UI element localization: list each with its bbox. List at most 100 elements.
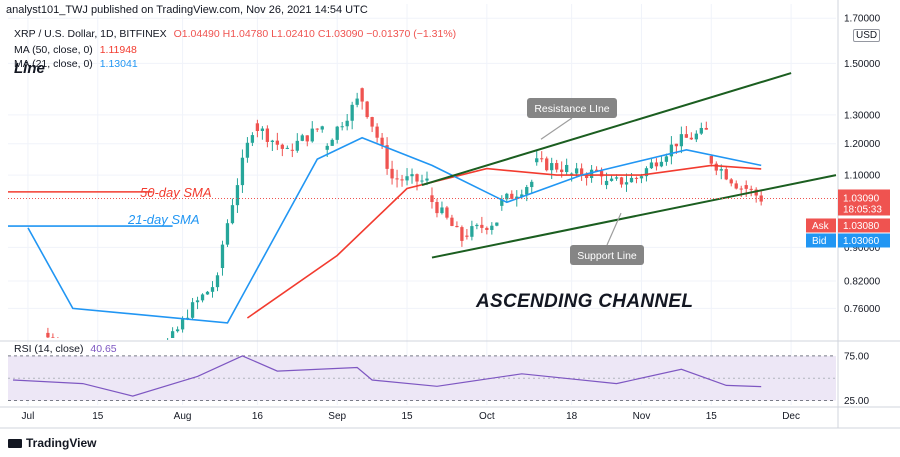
candle-body bbox=[205, 291, 210, 295]
price-tick-label: 1.30000 bbox=[844, 110, 881, 121]
candle-body bbox=[200, 294, 205, 301]
candle-body bbox=[280, 144, 284, 149]
candle-body bbox=[225, 223, 230, 245]
candle-body bbox=[180, 319, 185, 330]
candle-body bbox=[51, 337, 55, 338]
candle-body bbox=[530, 181, 534, 188]
candle-body bbox=[190, 302, 195, 318]
candle-body bbox=[46, 332, 50, 338]
support-box bbox=[570, 245, 644, 265]
candle-body bbox=[460, 227, 464, 241]
candle-body bbox=[420, 180, 424, 182]
candle-body bbox=[525, 187, 529, 195]
candle-body bbox=[739, 188, 743, 190]
price-tick-label: 1.10000 bbox=[844, 171, 881, 182]
candle-body bbox=[330, 139, 334, 146]
candle-body bbox=[545, 158, 549, 171]
ma21-line bbox=[27, 136, 762, 324]
candle-body bbox=[729, 179, 733, 184]
time-tick-label: 15 bbox=[706, 411, 718, 422]
currency-label[interactable]: USD bbox=[853, 29, 881, 42]
candle-body bbox=[325, 145, 329, 150]
candle-body bbox=[425, 178, 429, 181]
candle-body bbox=[510, 193, 514, 199]
candle-body bbox=[560, 169, 564, 173]
candle-body bbox=[565, 164, 569, 173]
bid-label: Bid bbox=[812, 236, 826, 247]
candle-body bbox=[395, 178, 399, 180]
publish-header: analyst101_TWJ published on TradingView.… bbox=[6, 4, 368, 16]
candle-body bbox=[355, 98, 359, 105]
bar-countdown: 18:05:33 bbox=[843, 204, 882, 215]
candle-body bbox=[500, 199, 504, 206]
rsi-legend: RSI (14, close) 40.65 bbox=[14, 343, 117, 355]
candle-body bbox=[410, 174, 414, 177]
candle-body bbox=[465, 235, 469, 237]
time-tick-label: 18 bbox=[566, 411, 578, 422]
candle-body bbox=[604, 180, 609, 186]
tradingview-brand: TradingView bbox=[26, 436, 97, 450]
candle-body bbox=[550, 163, 554, 171]
candle-body bbox=[535, 158, 539, 163]
ma21-value: 1.13041 bbox=[99, 58, 138, 70]
rsi-panel bbox=[8, 355, 836, 402]
candle-body bbox=[240, 157, 245, 186]
ma21-legend: MA (21, close, 0) 1.13041 bbox=[14, 58, 138, 70]
candle-body bbox=[714, 163, 718, 171]
candle-body bbox=[734, 183, 738, 189]
price-tick-label: 0.76000 bbox=[844, 304, 881, 315]
rsi-label: RSI (14, close) bbox=[14, 343, 84, 355]
candle-body bbox=[579, 168, 584, 176]
candle-body bbox=[265, 128, 270, 142]
candle-body bbox=[719, 169, 723, 171]
time-tick-label: 15 bbox=[401, 411, 413, 422]
candle-body bbox=[614, 177, 619, 179]
support-line bbox=[431, 174, 837, 259]
resistance-line bbox=[421, 72, 792, 187]
candle-body bbox=[689, 137, 693, 140]
ma50-legend: MA (50, close, 0) 1.11948 bbox=[14, 44, 137, 56]
ask-label-tag bbox=[806, 218, 836, 233]
time-tick-label: Jul bbox=[22, 411, 35, 422]
candle-body bbox=[390, 168, 394, 179]
candle-body bbox=[644, 168, 649, 177]
candle-body bbox=[485, 227, 489, 230]
price-tick-label: 0.82000 bbox=[844, 276, 881, 287]
resistance-box bbox=[527, 98, 617, 118]
candle-body bbox=[475, 224, 479, 227]
price-tick-label: 1.50000 bbox=[844, 59, 881, 70]
ask-value: 1.03080 bbox=[843, 221, 880, 232]
candle-body bbox=[455, 225, 459, 228]
candle-body bbox=[724, 169, 728, 180]
candle-body bbox=[235, 185, 240, 206]
candle-body bbox=[599, 170, 604, 177]
ma50-value: 1.11948 bbox=[99, 44, 137, 56]
candle-body bbox=[270, 140, 275, 142]
ask-price-tag bbox=[838, 218, 890, 233]
ma50-line bbox=[246, 164, 762, 319]
resistance-pointer bbox=[540, 117, 573, 140]
candle-body bbox=[195, 300, 200, 303]
time-tick-label: 15 bbox=[92, 411, 104, 422]
candle-body bbox=[435, 202, 439, 214]
candle-body bbox=[664, 156, 669, 162]
price-tick-label: 1.20000 bbox=[844, 139, 881, 150]
bid-label-tag bbox=[806, 233, 836, 248]
candle-body bbox=[684, 134, 689, 138]
candle-body bbox=[694, 133, 698, 140]
candle-body bbox=[440, 207, 444, 214]
time-tick-label: 16 bbox=[252, 411, 264, 422]
candle-body bbox=[340, 126, 344, 128]
bid-price-tag bbox=[838, 233, 890, 248]
time-tick-label: Nov bbox=[633, 411, 651, 422]
time-tick-label: Aug bbox=[174, 411, 192, 422]
candle-body bbox=[210, 287, 215, 292]
tradingview-logo[interactable]: TradingView bbox=[8, 436, 96, 450]
moving-average-lines bbox=[27, 136, 762, 324]
bid-value: 1.03060 bbox=[843, 236, 880, 247]
candle-body bbox=[709, 155, 713, 164]
candle-body bbox=[515, 196, 519, 199]
candle-body bbox=[320, 126, 324, 130]
symbol-name: XRP / U.S. Dollar, 1D, BITFINEX bbox=[14, 28, 167, 40]
